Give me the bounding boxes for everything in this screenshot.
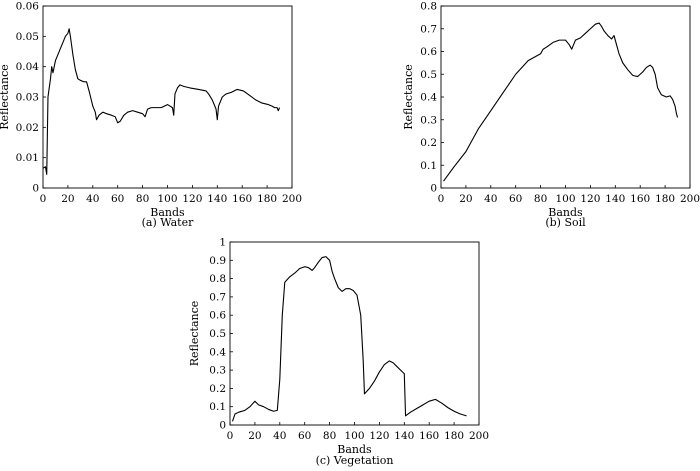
y-tick-label: 0 bbox=[32, 183, 39, 195]
x-tick-label: 140 bbox=[207, 193, 227, 205]
chart-caption: (c) Vegetation bbox=[316, 454, 394, 467]
chart-caption: (b) Soil bbox=[545, 216, 586, 229]
y-tick-label: 0.3 bbox=[209, 365, 226, 377]
x-tick-label: 180 bbox=[444, 430, 464, 442]
x-tick-label: 80 bbox=[323, 430, 336, 442]
x-tick-label: 100 bbox=[344, 430, 364, 442]
y-tick-label: 0.1 bbox=[209, 401, 226, 413]
x-tick-label: 20 bbox=[459, 193, 472, 205]
x-tick-label: 40 bbox=[86, 193, 99, 205]
y-tick-label: 0.2 bbox=[209, 383, 226, 395]
x-tick-label: 0 bbox=[227, 430, 234, 442]
y-tick-label: 0 bbox=[430, 183, 437, 195]
y-tick-label: 0.5 bbox=[420, 69, 437, 81]
x-tick-label: 20 bbox=[61, 193, 74, 205]
y-tick-label: 0.03 bbox=[16, 92, 39, 104]
x-tick-label: 20 bbox=[248, 430, 261, 442]
x-tick-label: 120 bbox=[182, 193, 202, 205]
y-tick-label: 0.7 bbox=[420, 23, 437, 35]
y-tick-label: 0.8 bbox=[420, 1, 437, 13]
x-tick-label: 40 bbox=[273, 430, 286, 442]
y-tick-label: 0.01 bbox=[16, 152, 39, 164]
x-tick-label: 160 bbox=[419, 430, 439, 442]
x-tick-label: 160 bbox=[630, 193, 650, 205]
y-tick-label: 1 bbox=[219, 237, 226, 249]
x-tick-label: 60 bbox=[111, 193, 124, 205]
y-tick-label: 0.3 bbox=[420, 114, 437, 126]
y-tick-label: 0.5 bbox=[209, 328, 226, 340]
y-tick-label: 0.9 bbox=[209, 255, 226, 267]
x-axis-title: Bands bbox=[337, 443, 372, 456]
y-tick-label: 0 bbox=[219, 420, 226, 432]
x-tick-label: 200 bbox=[282, 193, 302, 205]
x-tick-label: 160 bbox=[232, 193, 252, 205]
x-tick-label: 200 bbox=[680, 193, 700, 205]
y-axis-title: Reflectance bbox=[188, 301, 201, 367]
x-tick-label: 180 bbox=[257, 193, 277, 205]
y-axis-title: Reflectance bbox=[402, 64, 415, 130]
chart-panel-1: 0 20 40 60 80 100 120 140 160 180 200 0 0.1 0.2 0.3 0.4… bbox=[402, 1, 700, 230]
y-axis-title: Reflectance bbox=[0, 64, 11, 130]
x-axis-title: Bands bbox=[548, 206, 583, 219]
x-tick-label: 200 bbox=[469, 430, 489, 442]
y-tick-label: 0.1 bbox=[420, 160, 437, 172]
y-tick-label: 0.6 bbox=[420, 46, 437, 58]
chart-caption: (a) Water bbox=[142, 216, 194, 229]
plot-frame bbox=[42, 5, 293, 189]
plot-frame bbox=[440, 5, 691, 189]
x-tick-label: 80 bbox=[534, 193, 547, 205]
x-tick-label: 120 bbox=[580, 193, 600, 205]
x-tick-label: 180 bbox=[655, 193, 675, 205]
x-tick-label: 0 bbox=[40, 193, 47, 205]
y-tick-label: 0.02 bbox=[16, 122, 39, 134]
chart-panel-0: 0 20 40 60 80 100 120 140 160 180 200 0 0.01 0.02 0.03… bbox=[0, 1, 302, 230]
y-tick-label: 0.04 bbox=[16, 61, 40, 73]
y-tick-label: 0.2 bbox=[420, 137, 437, 149]
y-tick-label: 0.8 bbox=[209, 273, 226, 285]
y-tick-label: 0.6 bbox=[209, 310, 226, 322]
x-axis-title: Bands bbox=[150, 206, 185, 219]
x-tick-label: 140 bbox=[605, 193, 625, 205]
x-tick-label: 80 bbox=[136, 193, 149, 205]
x-tick-label: 60 bbox=[509, 193, 522, 205]
y-tick-label: 0.05 bbox=[16, 31, 39, 43]
x-tick-label: 100 bbox=[157, 193, 177, 205]
plot-frame bbox=[229, 241, 480, 426]
x-tick-label: 140 bbox=[394, 430, 414, 442]
x-tick-label: 60 bbox=[298, 430, 311, 442]
y-tick-label: 0.06 bbox=[16, 1, 40, 13]
chart-panel-2: 0 20 40 60 80 100 120 140 160 180 200 0 0.1 0.2 0.3 0.4… bbox=[188, 237, 489, 468]
x-tick-label: 40 bbox=[484, 193, 497, 205]
x-tick-label: 120 bbox=[369, 430, 389, 442]
y-tick-label: 0.4 bbox=[420, 92, 437, 104]
series-line-0 bbox=[443, 22, 679, 182]
x-tick-label: 0 bbox=[438, 193, 445, 205]
y-tick-label: 0.7 bbox=[209, 291, 226, 303]
series-line-0 bbox=[231, 256, 467, 422]
y-tick-label: 0.4 bbox=[209, 346, 226, 358]
series-line-0 bbox=[42, 28, 281, 175]
x-tick-label: 100 bbox=[555, 193, 575, 205]
